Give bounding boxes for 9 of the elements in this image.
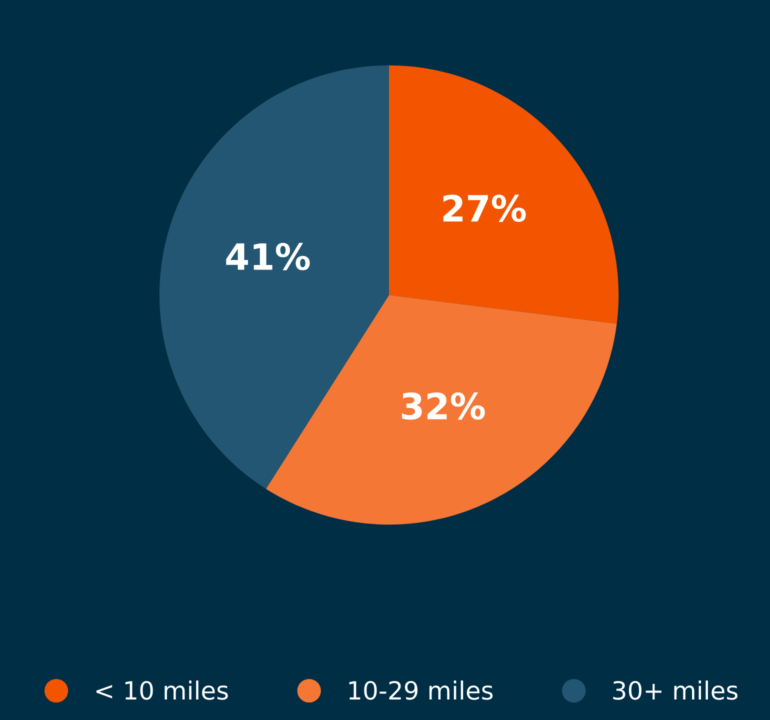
data-label: 41%: [226, 242, 310, 270]
legend-label: 30+ miles: [613, 680, 738, 700]
pie-slice: [266, 295, 617, 525]
pie-slice: [389, 65, 619, 324]
legend-label: < 10 miles: [96, 680, 228, 700]
data-label: 32%: [402, 392, 485, 420]
data-label: 27%: [443, 194, 526, 222]
pie-slice: [159, 65, 389, 489]
legend-label: 10-29 miles: [349, 680, 493, 700]
